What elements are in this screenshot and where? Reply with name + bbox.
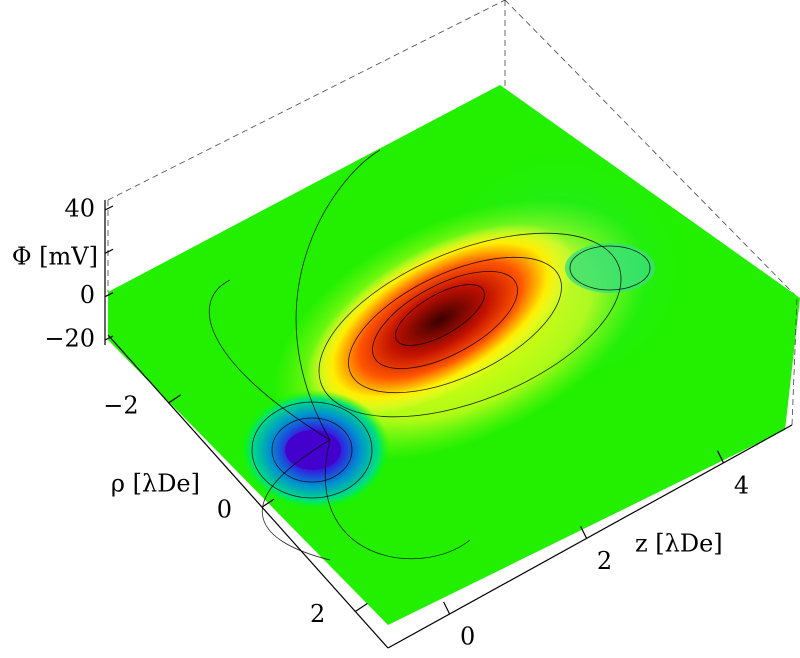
y-tick-label: 2 xyxy=(597,547,612,575)
x-tick-label: 2 xyxy=(310,600,325,628)
y-tick xyxy=(443,601,451,615)
x-tick xyxy=(355,602,368,612)
box-back xyxy=(107,0,796,296)
contours xyxy=(209,149,651,561)
y-tick xyxy=(580,526,588,539)
y-tick-label: 0 xyxy=(460,622,475,650)
surface xyxy=(108,85,800,625)
x-tick xyxy=(261,498,275,508)
x-axis-label: ρ [λDe] xyxy=(111,470,200,498)
x-tick-label: 0 xyxy=(217,496,232,524)
y-axis-label: z [λDe] xyxy=(635,530,723,558)
z-tick-label: 40 xyxy=(64,195,95,223)
z-tick xyxy=(104,335,114,341)
y-tick-label: 4 xyxy=(734,471,749,499)
box-front xyxy=(104,200,798,649)
x-tick xyxy=(168,394,181,404)
y-tick xyxy=(716,450,725,464)
z-axis-label: Φ [mV] xyxy=(12,243,98,271)
z-tick xyxy=(104,205,114,211)
z-tick-label: 0 xyxy=(80,281,95,309)
x-tick-label: −2 xyxy=(103,391,138,419)
z-tick xyxy=(104,292,114,298)
z-tick xyxy=(104,248,114,254)
z-tick-label: −20 xyxy=(44,325,95,353)
